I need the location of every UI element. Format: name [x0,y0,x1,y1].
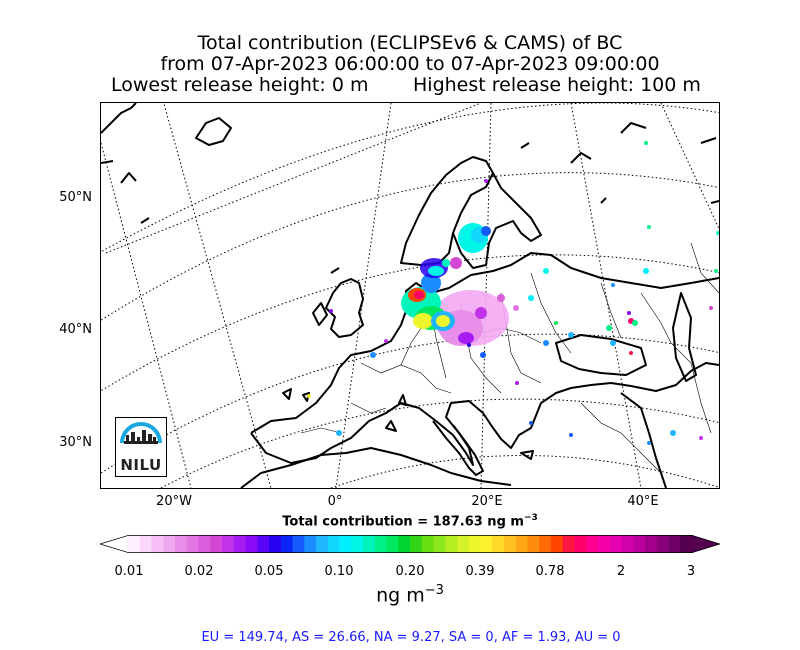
nilu-logo-mark [120,422,162,444]
lat-label-30n: 30°N [59,435,92,450]
concentration-plume [307,141,719,445]
colorbar-segment [656,535,670,553]
colorbar-tick: 0.39 [465,564,495,579]
colorbar-segment [163,535,176,553]
lat-label-50n: 50°N [59,190,92,205]
colorbar-segment [445,535,458,553]
colorbar-segment [680,535,693,553]
colorbar-tick: 3 [686,564,696,579]
lowest-release-height: Lowest release height: 0 m [111,74,369,96]
highest-release-height: Highest release height: 100 m [413,74,701,96]
colorbar-segment [257,535,270,553]
colorbar-segment [222,535,235,553]
colorbar-tick: 0.05 [254,564,284,579]
colorbar-segment [351,535,364,553]
lon-label-40e: 40°E [627,494,659,509]
colorbar-over-arrow [692,535,720,553]
colorbar-segment [468,535,482,553]
colorbar-segment [633,535,646,553]
colorbar-tick: 2 [616,564,626,579]
colorbar-tick: 0.10 [324,564,354,579]
colorbar-segment [186,535,200,553]
colorbar-segment [621,535,634,553]
colorbar-segment [492,535,505,553]
colorbar-outline [100,535,720,553]
nilu-logo-text: NILU [120,456,162,474]
colorbar-segment [645,535,658,553]
colorbar-tick: 0.02 [184,564,214,579]
colorbar-under-arrow [100,535,128,553]
graticule [101,103,719,488]
lon-label-20w: 20°W [156,494,192,509]
country-borders [300,242,719,474]
colorbar-segment [210,535,223,553]
colorbar-segment [339,535,352,553]
colorbar-segment [198,535,211,553]
colorbar-tick: 0.20 [395,564,425,579]
colorbar-segment [410,535,423,553]
colorbar-segment [668,535,681,553]
colorbar-segment [562,535,576,553]
colorbar-segment [292,535,305,553]
map-panel: NILU [100,102,720,489]
colorbar-segment [515,535,529,553]
colorbar-segment [551,535,564,553]
colorbar-segment [480,535,493,553]
total-contribution-label: Total contribution = 187.63 ng m−3 [282,513,538,530]
colorbar-segment [527,535,540,553]
colorbar-segment [304,535,317,553]
colorbar-segment [175,535,188,553]
colorbar-segment [586,535,599,553]
colorbar-segment [151,535,164,553]
map-title-line1: Total contribution (ECLIPSEv6 & CAMS) of… [197,32,623,54]
lon-label-20e: 20°E [471,494,503,509]
colorbar-tick: 0.78 [535,564,565,579]
nilu-logo: NILU [115,417,167,477]
colorbar-segment [280,535,294,553]
coastlines [101,103,719,488]
colorbar-segment [128,535,141,553]
colorbar-segment [269,535,282,553]
colorbar-segment [363,535,376,553]
colorbar-segment [327,535,341,553]
colorbar-segment [398,535,411,553]
colorbar-unit: ng m−3 [376,583,444,607]
colorbar [100,535,720,553]
colorbar-segment [504,535,517,553]
colorbar-segment [457,535,470,553]
colorbar-segment [574,535,587,553]
colorbar-segment [386,535,399,553]
colorbar-segment [374,535,388,553]
region-totals-footer: EU = 149.74, AS = 26.66, NA = 9.27, SA =… [201,630,621,645]
colorbar-segment [245,535,258,553]
lon-label-0: 0° [327,494,343,509]
colorbar-segment [539,535,552,553]
colorbar-segment [421,535,435,553]
colorbar-segment [233,535,247,553]
colorbar-segment [139,535,153,553]
map-canvas [101,103,719,488]
colorbar-segment [433,535,446,553]
colorbar-segment [316,535,329,553]
colorbar-segment [609,535,623,553]
colorbar-segment [598,535,611,553]
colorbar-tick: 0.01 [114,564,144,579]
lat-label-40n: 40°N [59,322,92,337]
map-title-line2: from 07-Apr-2023 06:00:00 to 07-Apr-2023… [160,53,660,75]
